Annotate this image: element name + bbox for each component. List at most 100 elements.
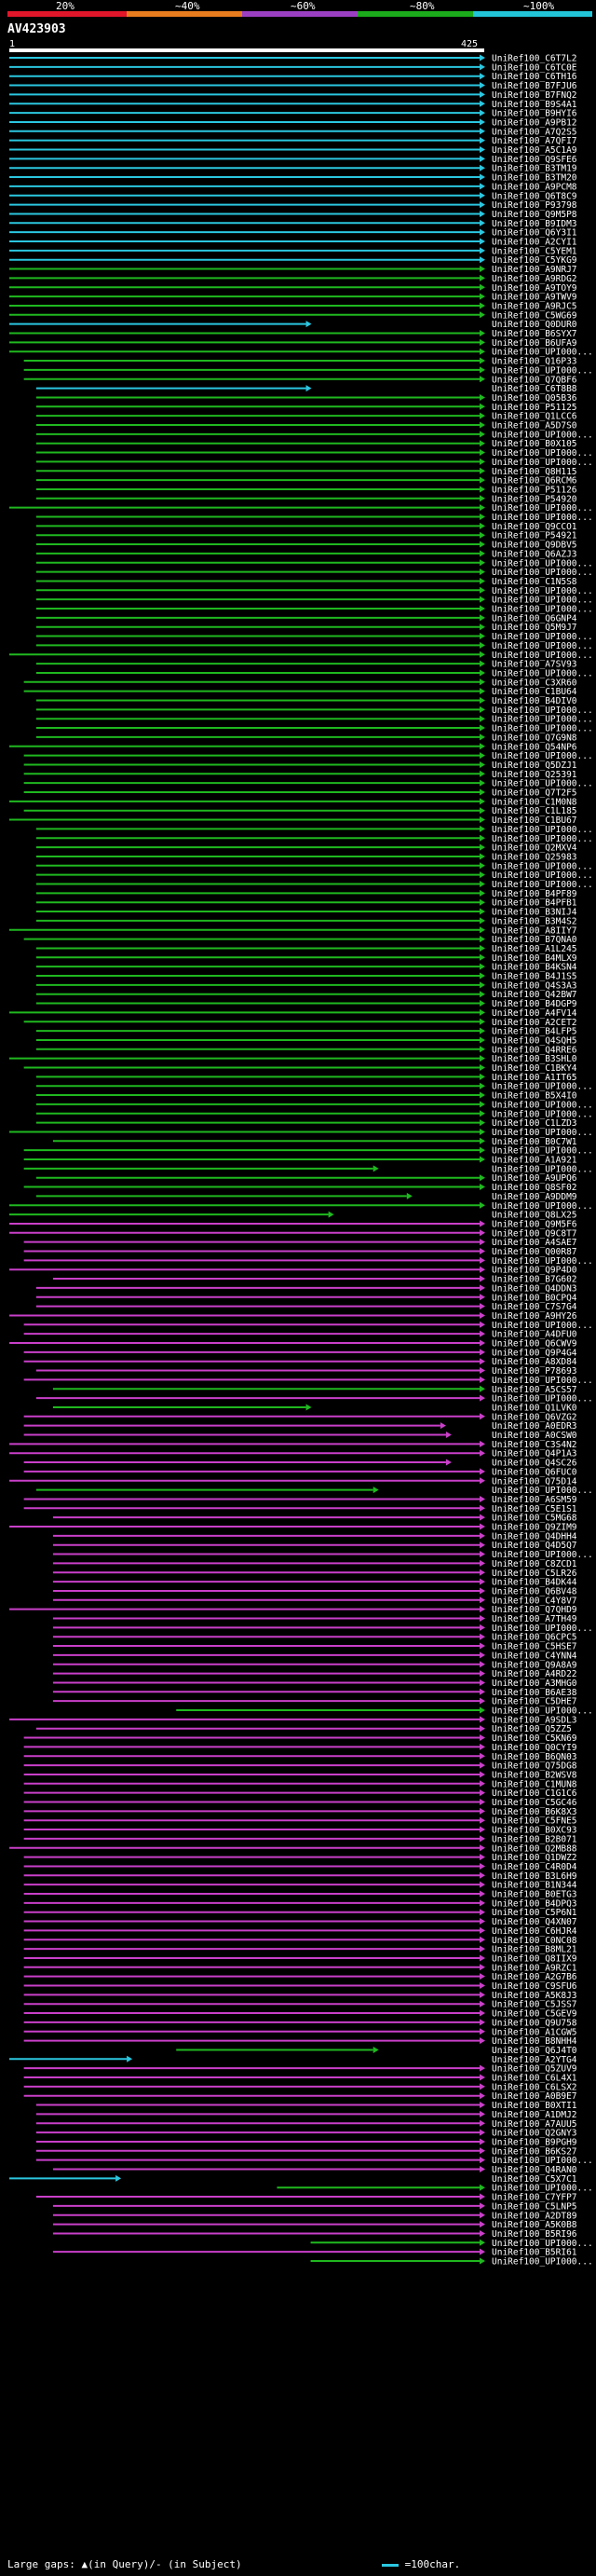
hit-label[interactable]: UniRef100_A9DDM9 [492, 1192, 577, 1202]
hit-label[interactable]: UniRef100_Q6T8C9 [492, 191, 577, 201]
hit-row[interactable]: UniRef100_A7SV93 [35, 660, 577, 670]
hit-row[interactable]: UniRef100_Q25391 [23, 770, 577, 780]
hit-row[interactable]: UniRef100_UPI000... [35, 558, 593, 569]
hit-label[interactable]: UniRef100_A1CGW5 [492, 2027, 577, 2037]
hit-row[interactable]: UniRef100_A1CGW5 [23, 2027, 577, 2037]
hit-label[interactable]: UniRef100_A1DMJ2 [492, 2110, 577, 2120]
hit-row[interactable]: UniRef100_Q9U758 [23, 2018, 577, 2028]
hit-row[interactable]: UniRef100_UPI000... [35, 605, 593, 615]
hit-label[interactable]: UniRef100_Q4P1A3 [492, 1449, 577, 1459]
hit-label[interactable]: UniRef100_B6KS27 [492, 2146, 577, 2157]
hit-label[interactable]: UniRef100_Q9ZIM9 [492, 1523, 577, 1533]
hit-row[interactable]: UniRef100_Q6RCM6 [35, 476, 577, 486]
hit-row[interactable]: UniRef100_Q1LVK0 [52, 1403, 577, 1413]
hit-row[interactable]: UniRef100_A5D7S0 [35, 421, 577, 432]
hit-label[interactable]: UniRef100_UPI000... [492, 715, 593, 725]
hit-row[interactable]: UniRef100_B3SHL0 [9, 1054, 577, 1064]
hit-row[interactable]: UniRef100_Q4RRE6 [35, 1045, 577, 1055]
hit-label[interactable]: UniRef100_A7TH49 [492, 1614, 577, 1624]
hit-row[interactable]: UniRef100_C5GC46 [23, 1798, 577, 1808]
hit-label[interactable]: UniRef100_C5WG69 [492, 310, 577, 321]
hit-row[interactable]: UniRef100_C4R0D4 [23, 1862, 577, 1872]
hit-label[interactable]: UniRef100_UPI000... [492, 1256, 593, 1267]
hit-label[interactable]: UniRef100_A9PB12 [492, 117, 577, 128]
hit-label[interactable]: UniRef100_B7FNQ2 [492, 90, 577, 101]
hit-label[interactable]: UniRef100_B9S4A1 [492, 100, 577, 110]
hit-label[interactable]: UniRef100_Q9A8A9 [492, 1660, 577, 1670]
hit-label[interactable]: UniRef100_UPI000... [492, 1128, 593, 1138]
hit-row[interactable]: UniRef100_UPI000... [35, 586, 593, 596]
hit-label[interactable]: UniRef100_B4DGP9 [492, 999, 577, 1009]
hit-row[interactable]: UniRef100_A9UPQ6 [35, 1173, 577, 1184]
hit-row[interactable]: UniRef100_UPI000... [35, 641, 593, 651]
hit-row[interactable]: UniRef100_UPI000... [23, 1321, 593, 1331]
hit-row[interactable]: UniRef100_UPI000... [35, 715, 593, 725]
hit-label[interactable]: UniRef100_C5P6N1 [492, 1908, 577, 1918]
hit-row[interactable]: UniRef100_Q5ZZ5 [35, 1724, 572, 1734]
hit-row[interactable]: UniRef100_B6K8X3 [23, 1807, 577, 1817]
hit-row[interactable]: UniRef100_Q7QBF6 [23, 375, 577, 385]
hit-row[interactable]: UniRef100_Q4RAN0 [52, 2165, 577, 2175]
hit-label[interactable]: UniRef100_B3SHL0 [492, 1054, 577, 1064]
hit-row[interactable]: UniRef100_Q00R87 [23, 1247, 577, 1257]
hit-label[interactable]: UniRef100_B4DK44 [492, 1578, 577, 1588]
hit-label[interactable]: UniRef100_B0X105 [492, 439, 577, 449]
hit-label[interactable]: UniRef100_Q7G9N8 [492, 733, 577, 743]
hit-row[interactable]: UniRef100_B1N344 [23, 1881, 577, 1891]
hit-row[interactable]: UniRef100_B6AE38 [52, 1688, 577, 1698]
hit-row[interactable]: UniRef100_Q25983 [35, 852, 577, 862]
hit-label[interactable]: UniRef100_A8IIY7 [492, 925, 577, 936]
hit-label[interactable]: UniRef100_A2YTG4 [492, 2055, 577, 2065]
hit-label[interactable]: UniRef100_A5CS57 [492, 1385, 577, 1395]
hit-label[interactable]: UniRef100_C1G1C6 [492, 1788, 577, 1799]
hit-label[interactable]: UniRef100_C5GC46 [492, 1798, 577, 1808]
hit-row[interactable]: UniRef100_UPI000... [9, 1201, 593, 1212]
hit-label[interactable]: UniRef100_UPI000... [492, 2257, 593, 2268]
hit-label[interactable]: UniRef100_B8ML21 [492, 1945, 577, 1955]
hit-row[interactable]: UniRef100_UPI000... [35, 861, 593, 871]
hit-label[interactable]: UniRef100_A4FV14 [492, 1008, 577, 1019]
hit-row[interactable]: UniRef100_C0NC08 [23, 1936, 577, 1946]
hit-row[interactable]: UniRef100_Q0DUR0 [9, 320, 577, 330]
hit-label[interactable]: UniRef100_B6K8X3 [492, 1807, 577, 1817]
hit-row[interactable]: UniRef100_UPI000... [35, 724, 593, 734]
hit-label[interactable]: UniRef100_B3NIJ4 [492, 908, 577, 918]
hit-row[interactable]: UniRef100_Q6VZG2 [23, 1412, 577, 1422]
hit-row[interactable]: UniRef100_UPI000... [9, 348, 593, 358]
hit-row[interactable]: UniRef100_Q54NP6 [9, 742, 577, 752]
hit-label[interactable]: UniRef100_B6UFA9 [492, 338, 577, 349]
hit-row[interactable]: UniRef100_C5HSE7 [52, 1642, 577, 1652]
hit-label[interactable]: UniRef100_Q9U758 [492, 2018, 577, 2028]
hit-label[interactable]: UniRef100_B3L6H9 [492, 1871, 577, 1882]
hit-row[interactable]: UniRef100_UPI000... [35, 834, 593, 844]
hit-row[interactable]: UniRef100_UPI000... [35, 448, 593, 459]
hit-row[interactable]: UniRef100_UPI000... [310, 2239, 593, 2249]
hit-row[interactable]: UniRef100_Q2GNY3 [35, 2129, 577, 2139]
hit-label[interactable]: UniRef100_C5KN69 [492, 1733, 577, 1744]
hit-row[interactable]: UniRef100_Q9A8A9 [52, 1660, 577, 1670]
hit-label[interactable]: UniRef100_B9IDM3 [492, 219, 577, 229]
hit-row[interactable]: UniRef100_A1A921 [23, 1156, 577, 1166]
hit-row[interactable]: UniRef100_P54920 [35, 494, 577, 504]
hit-label[interactable]: UniRef100_C4YNN4 [492, 1651, 577, 1661]
hit-label[interactable]: UniRef100_UPI000... [492, 1201, 593, 1212]
hit-label[interactable]: UniRef100_B4LFP5 [492, 1027, 577, 1037]
hit-label[interactable]: UniRef100_A9UPQ6 [492, 1173, 577, 1184]
hit-label[interactable]: UniRef100_A5K0B8 [492, 2220, 577, 2230]
hit-row[interactable]: UniRef100_B7G602 [52, 1275, 577, 1285]
hit-label[interactable]: UniRef100_B9PGH9 [492, 2137, 577, 2147]
hit-label[interactable]: UniRef100_Q1DWZ2 [492, 1853, 577, 1863]
hit-row[interactable]: UniRef100_A8XD84 [23, 1357, 577, 1367]
hit-row[interactable]: UniRef100_A2CYI1 [9, 238, 577, 248]
hit-label[interactable]: UniRef100_C1BKY4 [492, 1063, 577, 1074]
hit-row[interactable]: UniRef100_A9RZC1 [23, 1963, 577, 1973]
hit-label[interactable]: UniRef100_A9HY26 [492, 1311, 577, 1322]
hit-label[interactable]: UniRef100_C1LZD3 [492, 1118, 577, 1129]
hit-row[interactable]: UniRef100_C5MG68 [52, 1514, 577, 1524]
hit-row[interactable]: UniRef100_Q7T2F5 [23, 788, 577, 799]
hit-label[interactable]: UniRef100_C5X7C1 [492, 2174, 577, 2185]
hit-row[interactable]: UniRef100_B4DK44 [52, 1578, 577, 1588]
hit-label[interactable]: UniRef100_UPI000... [492, 1550, 593, 1560]
hit-label[interactable]: UniRef100_UPI000... [492, 632, 593, 642]
hit-row[interactable]: UniRef100_C3S4N2 [9, 1440, 577, 1450]
